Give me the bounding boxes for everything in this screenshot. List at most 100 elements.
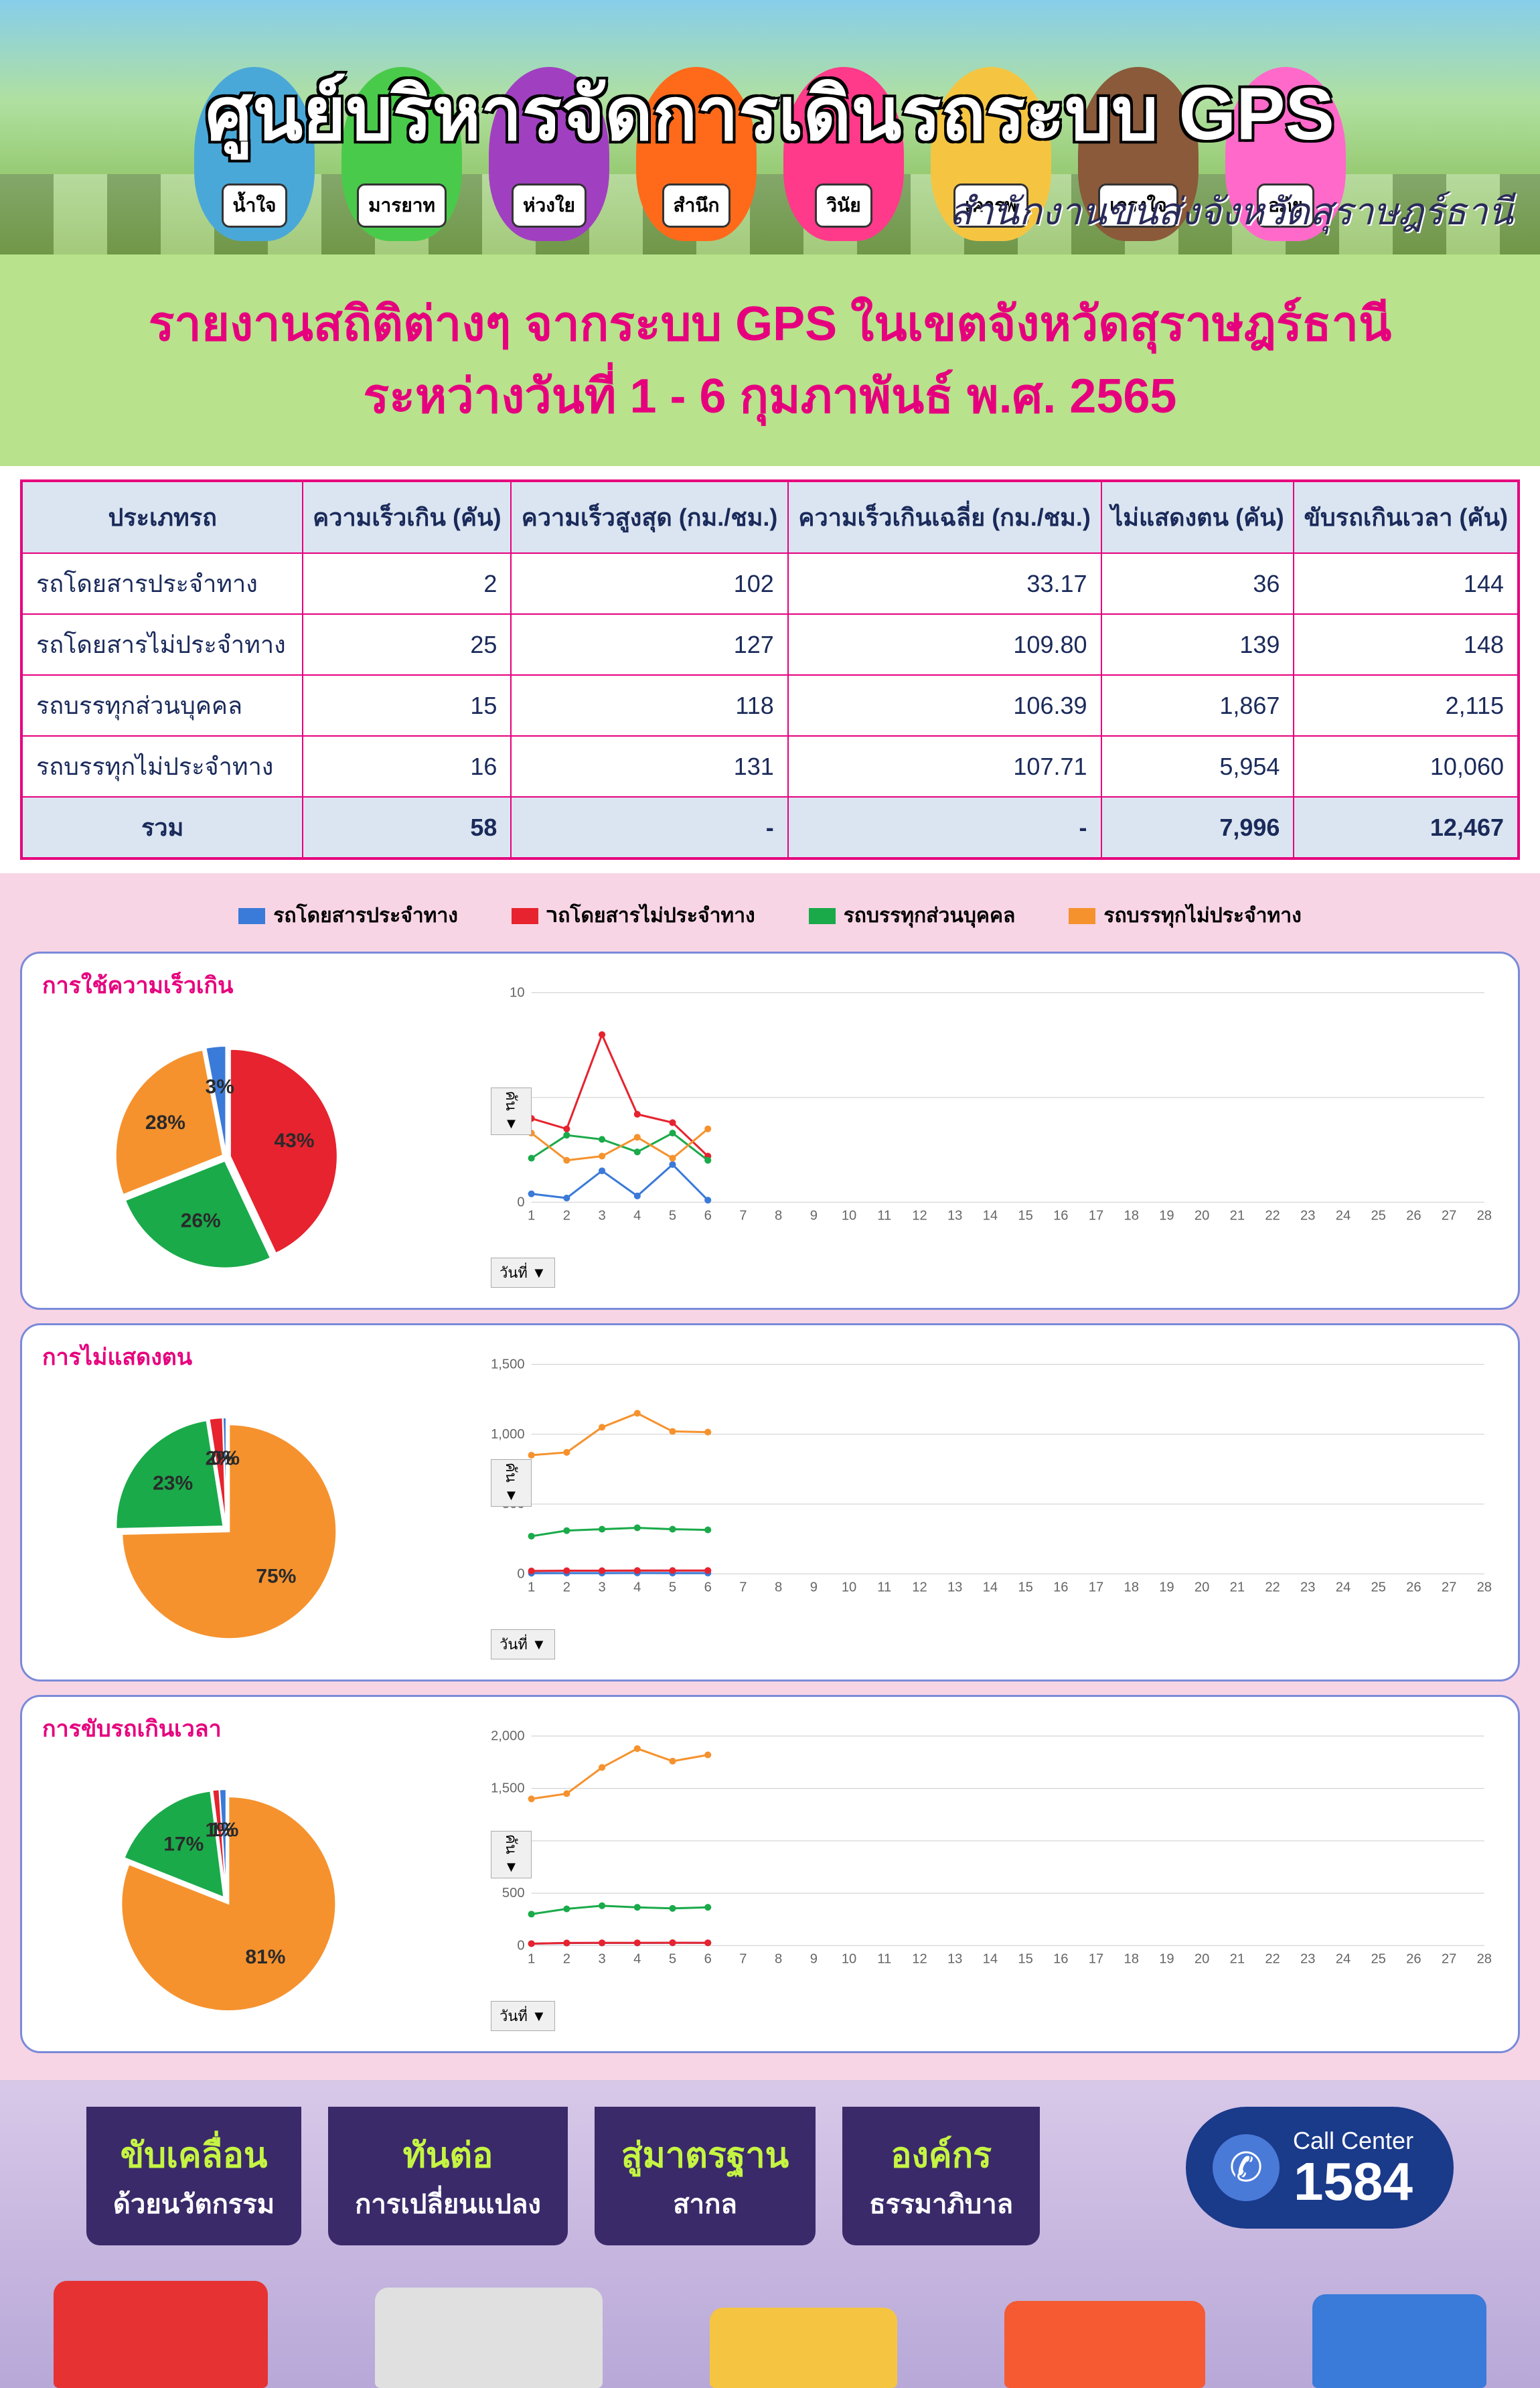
chart-panel: การไม่แสดงตน 75%23%2%0% คัน ▼ 05001,0001… — [20, 1323, 1520, 1682]
svg-text:3: 3 — [598, 1209, 605, 1223]
table-cell: 109.80 — [788, 614, 1101, 675]
svg-text:5: 5 — [669, 1580, 676, 1595]
footer-tag: ขับเคลื่อนด้วยนวัตกรรม — [86, 2107, 301, 2245]
table-cell: 139 — [1101, 614, 1294, 675]
x-axis-selector[interactable]: วันที่ ▼ — [491, 1629, 555, 1659]
x-axis-selector[interactable]: วันที่ ▼ — [491, 1258, 555, 1288]
line-series — [532, 1165, 708, 1200]
svg-text:10: 10 — [842, 1209, 856, 1223]
svg-text:5: 5 — [669, 1209, 676, 1223]
svg-text:500: 500 — [502, 1886, 525, 1900]
pie-chart: 75%23%2%0% — [42, 1382, 410, 1663]
svg-text:13: 13 — [947, 1952, 962, 1967]
svg-text:25: 25 — [1371, 1952, 1385, 1967]
svg-text:6: 6 — [704, 1580, 712, 1595]
table-total-row: รวม58--7,99612,467 — [21, 797, 1519, 859]
pie-label: 0% — [211, 1447, 240, 1469]
table-cell: 25 — [303, 614, 511, 675]
table-wrap: ประเภทรถความเร็วเกิน (คัน)ความเร็วสูงสุด… — [0, 466, 1540, 873]
row-label: รถโดยสารประจำทาง — [21, 553, 303, 614]
svg-text:21: 21 — [1230, 1952, 1245, 1967]
x-axis-selector[interactable]: วันที่ ▼ — [491, 2001, 555, 2031]
svg-text:22: 22 — [1265, 1209, 1280, 1223]
table-row: รถบรรทุกไม่ประจำทาง16131107.715,95410,06… — [21, 736, 1519, 797]
svg-text:17: 17 — [1089, 1952, 1103, 1967]
table-cell: 16 — [303, 736, 511, 797]
legend-swatch — [512, 908, 538, 924]
table-row: รถบรรทุกส่วนบุคคล15118106.391,8672,115 — [21, 675, 1519, 736]
svg-text:18: 18 — [1124, 1952, 1138, 1967]
svg-text:3: 3 — [598, 1952, 605, 1967]
table-header: ขับรถเกินเวลา (คัน) — [1294, 481, 1519, 553]
footer-banner: ขับเคลื่อนด้วยนวัตกรรมทันต่อการเปลี่ยนแป… — [0, 2080, 1540, 2388]
chart-title: การขับรถเกินเวลา — [42, 1710, 457, 1746]
svg-text:11: 11 — [877, 1952, 891, 1967]
table-cell: 102 — [511, 553, 787, 614]
legend-item: รถโดยสารประจำทาง — [238, 900, 458, 931]
footer-tag-bottom: ด้วยนวัตกรรม — [113, 2190, 275, 2219]
svg-text:0: 0 — [517, 1938, 524, 1953]
svg-text:1: 1 — [528, 1580, 535, 1595]
mascot-sign: น้ำใจ — [222, 183, 288, 228]
vehicle-icon — [1004, 2301, 1205, 2388]
svg-text:28: 28 — [1477, 1580, 1492, 1595]
svg-text:15: 15 — [1018, 1209, 1032, 1223]
line-series — [532, 1035, 708, 1156]
svg-text:19: 19 — [1159, 1580, 1174, 1595]
y-axis-selector[interactable]: คัน ▼ — [491, 1459, 532, 1507]
banner-subtitle: สำนักงานขนส่งจังหวัดสุราษฎร์ธานี — [949, 181, 1513, 241]
svg-text:13: 13 — [947, 1580, 962, 1595]
pie-label: 17% — [163, 1834, 204, 1856]
footer-tag-top: สู่มาตรฐาน — [621, 2127, 789, 2182]
total-label: รวม — [21, 797, 303, 859]
svg-text:2: 2 — [563, 1209, 570, 1223]
line-chart: 0510123456789101112131415161718192021222… — [484, 967, 1498, 1248]
table-cell: 5,954 — [1101, 736, 1294, 797]
svg-text:26: 26 — [1406, 1580, 1421, 1595]
pie-label: 43% — [274, 1130, 314, 1152]
table-header: ประเภทรถ — [21, 481, 303, 553]
svg-text:25: 25 — [1371, 1209, 1385, 1223]
footer-tag: ทันต่อการเปลี่ยนแปลง — [328, 2107, 568, 2245]
table-cell: 58 — [303, 797, 511, 859]
y-axis-selector[interactable]: คัน ▼ — [491, 1088, 532, 1135]
mascot-sign: ห่วงใย — [512, 183, 587, 228]
pie-label: 81% — [245, 1946, 285, 1968]
footer-tag-bottom: การเปลี่ยนแปลง — [355, 2190, 541, 2219]
svg-text:10: 10 — [842, 1580, 856, 1595]
chart-title: การไม่แสดงตน — [42, 1339, 457, 1375]
line-chart: 05001,0001,50012345678910111213141516171… — [484, 1339, 1498, 1620]
footer-vehicles — [0, 2267, 1540, 2388]
svg-text:6: 6 — [704, 1209, 712, 1223]
svg-text:23: 23 — [1300, 1952, 1315, 1967]
svg-text:14: 14 — [983, 1952, 998, 1967]
svg-text:16: 16 — [1053, 1580, 1068, 1595]
pie-label: 28% — [145, 1112, 185, 1134]
legend-item: รถบรรทุกส่วนบุคคล — [809, 900, 1016, 931]
svg-text:27: 27 — [1442, 1209, 1456, 1223]
svg-text:8: 8 — [775, 1952, 782, 1967]
banner-title: ศูนย์บริหารจัดการเดินรถระบบ GPS — [206, 56, 1334, 172]
svg-text:1,000: 1,000 — [491, 1427, 524, 1442]
svg-text:21: 21 — [1230, 1580, 1245, 1595]
table-cell: - — [511, 797, 787, 859]
legend-label: รถโดยสารประจำทาง — [273, 900, 458, 931]
table-cell: 148 — [1294, 614, 1519, 675]
legend-row: รถโดยสารประจำทางרถโดยสารไม่ประจำทางรถบรร… — [20, 887, 1520, 952]
svg-text:20: 20 — [1195, 1209, 1209, 1223]
svg-text:4: 4 — [633, 1952, 641, 1967]
svg-text:1: 1 — [528, 1209, 535, 1223]
svg-text:2,000: 2,000 — [491, 1728, 524, 1743]
svg-text:12: 12 — [912, 1580, 927, 1595]
legend-swatch — [238, 908, 265, 924]
report-title-line1: รายงานสถิติต่างๆ จากระบบ GPS ในเขตจังหวั… — [149, 297, 1392, 351]
y-axis-selector[interactable]: คัน ▼ — [491, 1831, 532, 1878]
table-cell: 7,996 — [1101, 797, 1294, 859]
footer-tag-top: องค์กร — [869, 2127, 1013, 2182]
svg-text:15: 15 — [1018, 1952, 1032, 1967]
vehicle-icon — [375, 2288, 603, 2388]
svg-text:23: 23 — [1300, 1580, 1315, 1595]
svg-text:18: 18 — [1124, 1580, 1138, 1595]
table-header: ไม่แสดงตน (คัน) — [1101, 481, 1294, 553]
legend-swatch — [1069, 908, 1095, 924]
